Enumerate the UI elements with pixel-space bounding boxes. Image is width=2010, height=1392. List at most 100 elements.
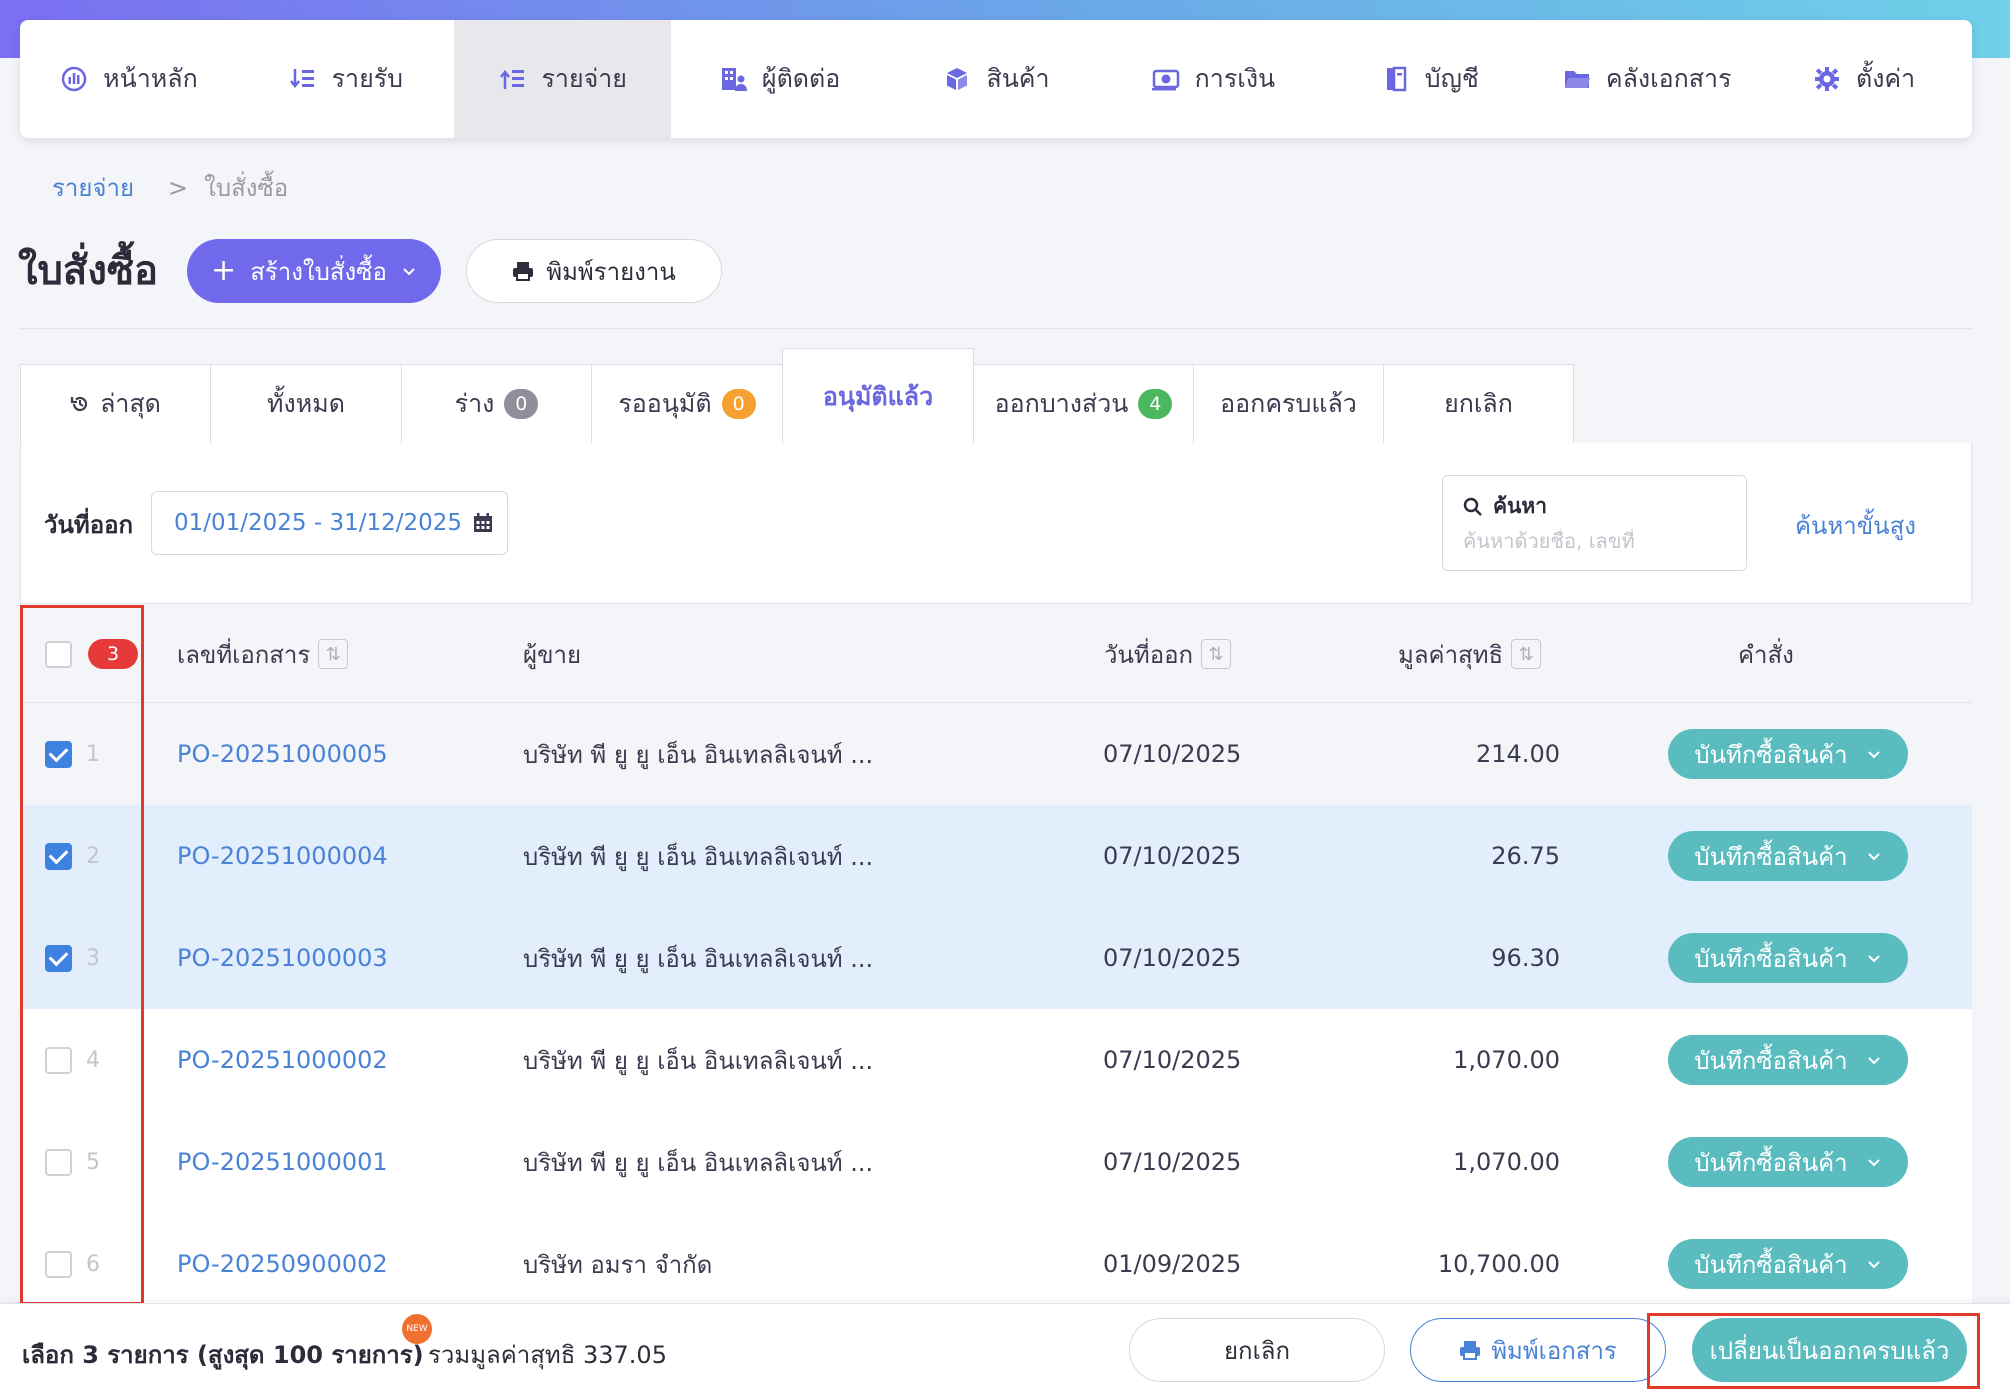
table-row[interactable]: 2 PO-20251000004 บริษัท พี ยู ยู เอ็น อินเ…	[20, 805, 1972, 907]
expense-icon	[498, 64, 528, 94]
tab-label: ร่าง	[454, 389, 495, 418]
issue-date: 07/10/2025	[1103, 842, 1242, 870]
header-net-value-label: มูลค่าสุทธิ	[1398, 640, 1504, 669]
print-documents-label: พิมพ์เอกสาร	[1491, 1336, 1617, 1365]
date-filter-label: วันที่ออก	[44, 511, 134, 539]
tab-fully-issued[interactable]: ออกครบแล้ว	[1193, 364, 1383, 444]
row-checkbox[interactable]	[45, 740, 72, 768]
tab-pending-approval[interactable]: รออนุมัติ 0	[591, 364, 782, 444]
vendor-name: บริษัท พี ยู ยู เอ็น อินเทลลิเจนท์ ...	[523, 1148, 874, 1177]
record-purchase-button[interactable]: บันทึกซื้อสินค้า	[1668, 729, 1908, 779]
row-checkbox[interactable]	[45, 944, 72, 972]
tab-latest[interactable]: ล่าสุด	[20, 364, 210, 444]
select-all-checkbox[interactable]	[45, 640, 72, 668]
plus-icon: +	[211, 253, 237, 288]
chevron-down-icon	[1867, 1261, 1880, 1269]
chevron-down-icon	[403, 268, 415, 276]
doc-number-link[interactable]: PO-20251000005	[177, 740, 388, 768]
page-title: ใบสั่งซื้อ	[18, 248, 159, 294]
issue-date: 07/10/2025	[1103, 944, 1242, 972]
record-purchase-button[interactable]: บันทึกซื้อสินค้า	[1668, 1137, 1908, 1187]
row-checkbox[interactable]	[45, 1250, 72, 1278]
table-row[interactable]: 1 PO-20251000005 บริษัท พี ยู ยู เอ็น อินเ…	[20, 703, 1972, 805]
record-purchase-label: บันทึกซื้อสินค้า	[1694, 1148, 1848, 1177]
header-net-value[interactable]: มูลค่าสุทธิ ⇅	[1398, 604, 1542, 704]
doc-number-link[interactable]: PO-20250900002	[177, 1250, 388, 1278]
nav-item-accounting[interactable]: บัญชี	[1321, 20, 1538, 138]
net-value: 96.30	[1491, 944, 1560, 972]
nav-label: สินค้า	[986, 64, 1050, 93]
nav-item-finance[interactable]: การเงิน	[1104, 20, 1321, 138]
row-checkbox[interactable]	[45, 1046, 72, 1074]
doc-number-link[interactable]: PO-20251000001	[177, 1148, 388, 1176]
chevron-down-icon	[1867, 751, 1880, 759]
record-purchase-button[interactable]: บันทึกซื้อสินค้า	[1668, 1035, 1908, 1085]
record-purchase-button[interactable]: บันทึกซื้อสินค้า	[1668, 933, 1908, 983]
nav-item-income[interactable]: รายรับ	[237, 20, 454, 138]
record-purchase-label: บันทึกซื้อสินค้า	[1694, 1250, 1848, 1279]
ledger-book-icon	[1381, 64, 1411, 94]
chevron-down-icon	[1867, 1057, 1880, 1065]
nav-label: การเงิน	[1194, 64, 1276, 93]
tab-all[interactable]: ทั้งหมด	[210, 364, 401, 444]
sort-icon[interactable]: ⇅	[318, 639, 349, 669]
vendor-name: บริษัท พี ยู ยู เอ็น อินเทลลิเจนท์ ...	[523, 740, 874, 769]
nav-item-expense[interactable]: รายจ่าย	[453, 20, 671, 138]
date-range-picker[interactable]: 01/01/2025 - 31/12/2025	[151, 491, 508, 555]
mark-fully-issued-button[interactable]: เปลี่ยนเป็นออกครบแล้ว	[1692, 1318, 1967, 1382]
tab-partially-issued[interactable]: ออกบางส่วน 4	[974, 364, 1193, 444]
record-purchase-label: บันทึกซื้อสินค้า	[1694, 740, 1848, 769]
tab-count-badge: 0	[504, 389, 539, 419]
cancel-button[interactable]: ยกเลิก	[1129, 1318, 1385, 1382]
record-purchase-label: บันทึกซื้อสินค้า	[1694, 842, 1848, 871]
product-box-icon	[942, 64, 972, 94]
create-purchase-order-button[interactable]: + สร้างใบสั่งซื้อ	[187, 239, 441, 303]
row-number: 1	[86, 741, 100, 767]
sort-icon[interactable]: ⇅	[1201, 639, 1232, 669]
row-checkbox[interactable]	[45, 842, 72, 870]
advanced-search-link[interactable]: ค้นหาขั้นสูง	[1795, 512, 1916, 540]
breadcrumb-parent-link[interactable]: รายจ่าย	[52, 174, 135, 202]
print-documents-button[interactable]: พิมพ์เอกสาร	[1410, 1318, 1666, 1382]
header-issue-date[interactable]: วันที่ออก ⇅	[1104, 604, 1232, 704]
table-header: เลขที่เอกสาร ⇅ ผู้ขาย วันที่ออก ⇅ มูลค่า…	[20, 603, 1972, 703]
tab-label: ออกบางส่วน	[994, 389, 1129, 418]
table-row[interactable]: 5 PO-20251000001 บริษัท พี ยู ยู เอ็น อินเ…	[20, 1111, 1972, 1213]
header-doc-no[interactable]: เลขที่เอกสาร ⇅	[177, 604, 349, 704]
issue-date: 07/10/2025	[1103, 1148, 1242, 1176]
doc-number-link[interactable]: PO-20251000003	[177, 944, 388, 972]
table-row[interactable]: 4 PO-20251000002 บริษัท พี ยู ยู เอ็น อินเ…	[20, 1009, 1972, 1111]
calendar-icon	[474, 513, 493, 532]
doc-number-link[interactable]: PO-20251000004	[177, 842, 388, 870]
nav-label: รายจ่าย	[541, 64, 627, 93]
nav-item-products[interactable]: สินค้า	[888, 20, 1105, 138]
table-row[interactable]: 3 PO-20251000003 บริษัท พี ยู ยู เอ็น อินเ…	[20, 907, 1972, 1009]
search-input[interactable]	[1463, 529, 1723, 553]
nav-item-contacts[interactable]: ผู้ติดต่อ	[671, 20, 888, 138]
print-report-button[interactable]: พิมพ์รายงาน	[466, 239, 722, 303]
issue-date: 07/10/2025	[1103, 1046, 1242, 1074]
nav-label: รายรับ	[331, 64, 404, 93]
row-checkbox[interactable]	[45, 1148, 72, 1176]
row-checkbox-cell	[45, 805, 72, 907]
net-value: 1,070.00	[1453, 1148, 1560, 1176]
nav-label: ผู้ติดต่อ	[761, 64, 841, 93]
main-navbar: หน้าหลัก รายรับ รายจ่าย ผู้ติดต่อ สินค้า…	[20, 20, 1972, 138]
tab-label: อนุมัติแล้ว	[822, 381, 934, 411]
nav-item-settings[interactable]: ตั้งค่า	[1755, 20, 1972, 138]
doc-number-link[interactable]: PO-20251000002	[177, 1046, 388, 1074]
nav-item-home[interactable]: หน้าหลัก	[20, 20, 237, 138]
record-purchase-label: บันทึกซื้อสินค้า	[1694, 1046, 1848, 1075]
breadcrumb: รายจ่าย > ใบสั่งซื้อ	[52, 168, 288, 207]
table-row[interactable]: 6 PO-20250900002 บริษัท อมรา จำกัด 01/09/20…	[20, 1213, 1972, 1315]
select-all-cell	[45, 604, 72, 704]
selection-summary: เลือก 3 รายการ (สูงสุด 100 รายการ)	[22, 1341, 424, 1369]
nav-item-documents[interactable]: คลังเอกสาร	[1538, 20, 1755, 138]
vendor-name: บริษัท พี ยู ยู เอ็น อินเทลลิเจนท์ ...	[523, 1046, 874, 1075]
sort-icon[interactable]: ⇅	[1511, 639, 1542, 669]
record-purchase-button[interactable]: บันทึกซื้อสินค้า	[1668, 1239, 1908, 1289]
record-purchase-button[interactable]: บันทึกซื้อสินค้า	[1668, 831, 1908, 881]
tab-approved[interactable]: อนุมัติแล้ว	[782, 348, 974, 444]
tab-draft[interactable]: ร่าง 0	[401, 364, 591, 444]
tab-cancelled[interactable]: ยกเลิก	[1383, 364, 1574, 444]
